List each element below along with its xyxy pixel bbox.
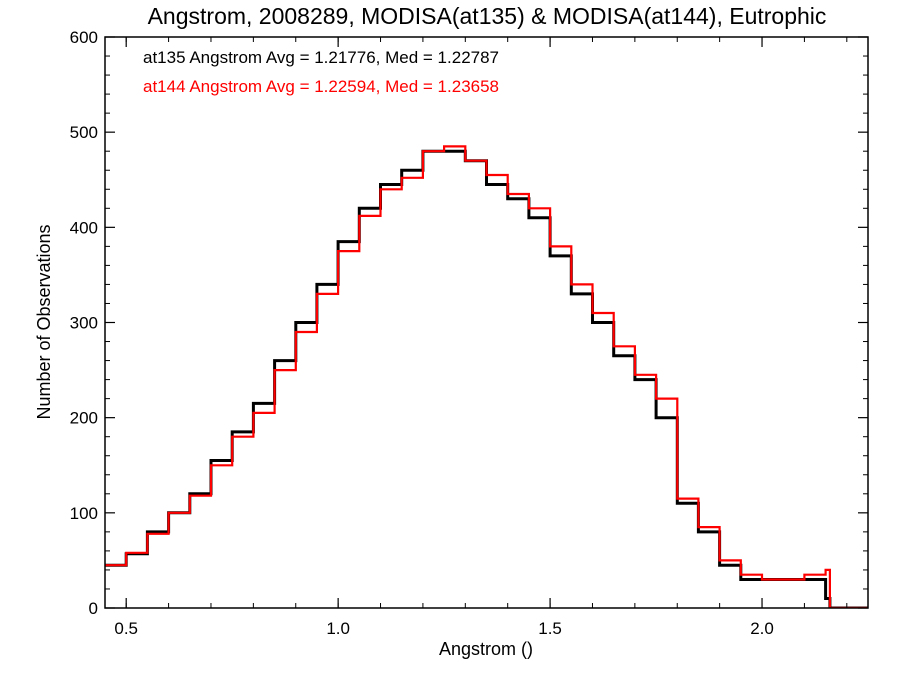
series-line-0 [105,149,868,608]
y-tick-label: 300 [70,314,98,333]
legend-label-at135: at135 Angstrom Avg = 1.21776, Med = 1.22… [143,48,499,67]
y-tick-label: 0 [89,599,98,618]
x-tick-label: 2.0 [750,619,774,638]
x-tick-label: 1.0 [326,619,350,638]
y-axis-label: Number of Observations [34,224,54,419]
x-tick-label: 0.5 [114,619,138,638]
series-line-1 [105,145,868,608]
y-tick-label: 100 [70,504,98,523]
y-tick-label: 400 [70,218,98,237]
y-tick-label: 200 [70,409,98,428]
legend-label-at144: at144 Angstrom Avg = 1.22594, Med = 1.23… [143,77,499,96]
chart-title: Angstrom, 2008289, MODISA(at135) & MODIS… [148,3,827,29]
x-tick-label: 1.5 [538,619,562,638]
y-tick-label: 500 [70,123,98,142]
plot-frame [104,36,869,609]
x-axis-label: Angstrom () [439,639,533,659]
y-tick-label: 600 [70,28,98,47]
